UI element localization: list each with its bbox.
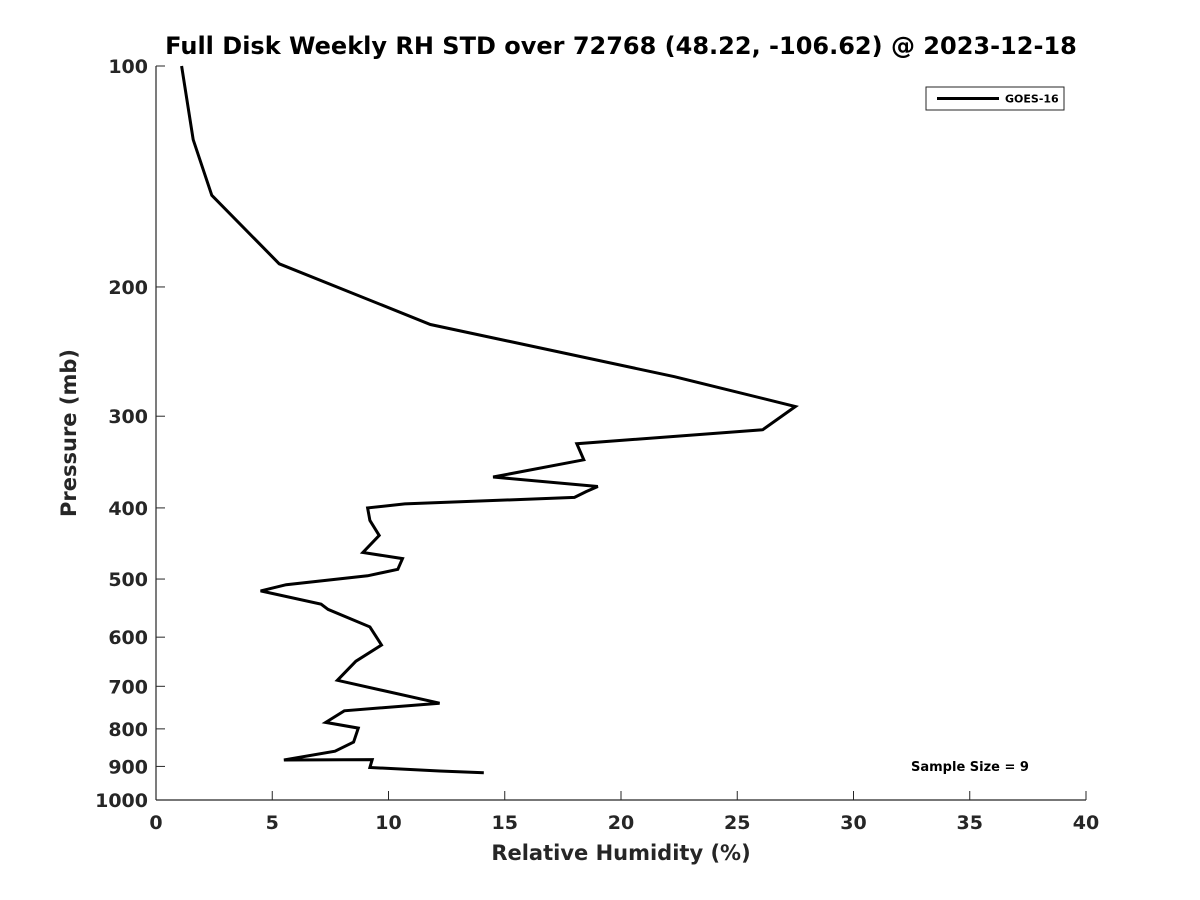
y-tick-label: 900 (108, 756, 148, 778)
y-tick-label: 200 (108, 277, 148, 299)
x-tick-label: 40 (1073, 812, 1099, 834)
y-tick-label: 800 (108, 719, 148, 741)
chart-title: Full Disk Weekly RH STD over 72768 (48.2… (165, 32, 1077, 60)
legend-label-goes-16: GOES-16 (1005, 93, 1059, 106)
y-tick-label: 500 (108, 569, 148, 591)
y-tick-label: 300 (108, 406, 148, 428)
x-tick-label: 10 (375, 812, 401, 834)
x-tick-label: 25 (724, 812, 750, 834)
x-tick-label: 5 (266, 812, 279, 834)
x-tick-label: 15 (492, 812, 518, 834)
x-tick-label: 0 (149, 812, 162, 834)
y-axis-label: Pressure (mb) (57, 349, 81, 517)
series-layer (180, 65, 799, 775)
y-tick-label: 100 (108, 56, 148, 78)
plot-area: 0 5 10 15 20 25 30 35 40 100 200 300 400 500 600 700 80… (95, 56, 1099, 834)
series-line-goes-16 (180, 65, 799, 775)
x-axis-label: Relative Humidity (%) (491, 841, 750, 865)
legend: GOES-16 (925, 86, 1065, 111)
y-tick-label: 400 (108, 498, 148, 520)
sample-size-annotation: Sample Size = 9 (911, 760, 1029, 775)
x-tick-label: 20 (608, 812, 634, 834)
x-ticks: 0 5 10 15 20 25 30 35 40 (149, 791, 1099, 834)
x-tick-label: 30 (840, 812, 866, 834)
y-ticks: 100 200 300 400 500 600 700 800 900 1000 (95, 56, 165, 812)
y-tick-label: 1000 (95, 790, 148, 812)
y-tick-label: 700 (108, 676, 148, 698)
y-tick-label: 600 (108, 627, 148, 649)
x-tick-label: 35 (957, 812, 983, 834)
